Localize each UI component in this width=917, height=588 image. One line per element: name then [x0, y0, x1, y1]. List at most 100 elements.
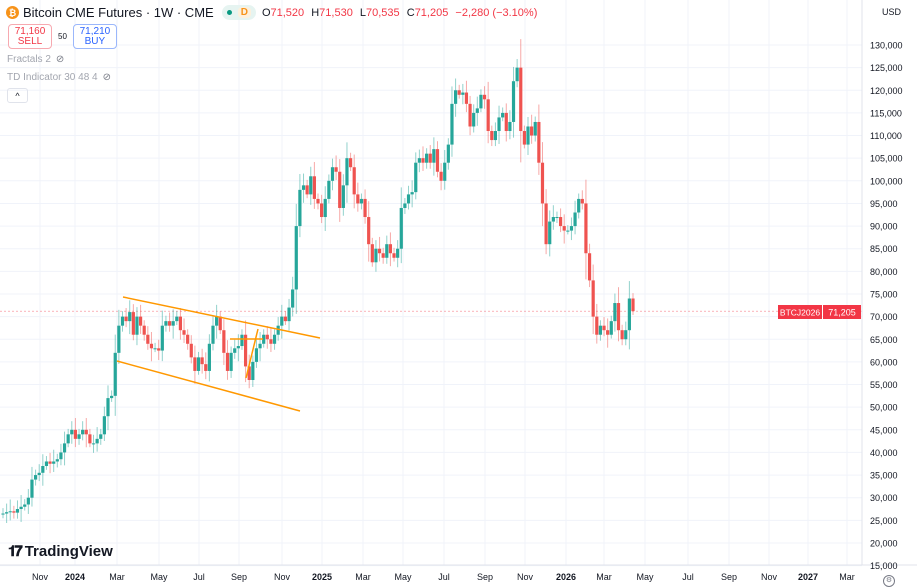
candle-body — [370, 244, 374, 263]
time-tick: Mar — [596, 572, 612, 582]
candle-body — [540, 162, 545, 204]
candle-body — [178, 316, 183, 331]
candle-body — [110, 395, 114, 399]
candle-body — [533, 121, 537, 136]
currency-label[interactable]: USD — [881, 7, 901, 17]
candle-body — [294, 226, 298, 290]
candle-body — [555, 217, 559, 219]
candle-body — [406, 194, 411, 204]
candle-body — [41, 466, 45, 473]
indicator-label: TD Indicator 30 48 4 — [7, 72, 98, 83]
candle-body — [218, 316, 222, 331]
brand-name: TradingView — [24, 543, 113, 560]
axis-settings-icon[interactable]: ⚙ — [883, 575, 895, 587]
candle-body — [493, 131, 498, 141]
candle-body — [425, 153, 429, 163]
price-tick: 120,000 — [870, 86, 903, 96]
candle-body — [153, 348, 157, 350]
candle-body — [519, 67, 523, 132]
candle-body — [280, 316, 284, 326]
candle-body — [403, 203, 407, 208]
candle-body — [251, 361, 255, 380]
candle-body — [254, 348, 259, 362]
price-tick: 60,000 — [870, 357, 898, 367]
buy-label: BUY — [84, 35, 106, 47]
price-tick: 110,000 — [870, 131, 902, 141]
candle-body — [472, 112, 476, 127]
candle-body — [33, 475, 38, 480]
candle-body — [1, 513, 5, 515]
candle-body — [37, 472, 41, 476]
price-tick: 40,000 — [870, 448, 898, 458]
price-tick: 25,000 — [870, 516, 898, 526]
high-value: 71,530 — [319, 6, 353, 19]
candle-body — [258, 343, 262, 349]
candle-body — [479, 94, 483, 109]
channel-upper-line[interactable] — [122, 296, 321, 339]
buy-button[interactable]: 71,210 BUY — [72, 24, 117, 49]
candle-body — [138, 316, 143, 326]
candle-body — [569, 226, 574, 231]
candle-body — [432, 149, 436, 163]
price-tick: 65,000 — [870, 335, 898, 345]
candle-body — [316, 198, 320, 204]
open-value: 71,520 — [270, 6, 305, 19]
eye-hidden-icon[interactable]: ⊘ — [55, 54, 65, 65]
candle-body — [26, 497, 30, 505]
price-tick: 105,000 — [870, 154, 903, 164]
high-label: H — [311, 6, 320, 19]
candle-body — [135, 316, 139, 335]
candle-body — [490, 131, 494, 141]
candle-body — [482, 94, 487, 100]
market-open-dot-icon — [226, 10, 232, 15]
candle-body — [631, 298, 635, 312]
candle-body — [124, 316, 128, 322]
candle-body — [577, 198, 581, 213]
candle-body — [189, 343, 193, 358]
sell-button[interactable]: 71,160 SELL — [8, 24, 52, 49]
candle-body — [587, 253, 592, 281]
candle-body — [131, 312, 135, 335]
candle-body — [236, 346, 240, 349]
candle-body — [291, 289, 295, 308]
candle-body — [204, 364, 208, 371]
price-tick: 85,000 — [870, 244, 898, 254]
candle-body — [175, 316, 179, 322]
indicator-fractals[interactable]: Fractals 2 ⊘ — [7, 54, 64, 65]
symbol-title[interactable]: Bitcoin CME Futures · 1W · CME — [23, 5, 214, 20]
price-tick: 125,000 — [870, 63, 903, 73]
collapse-legend-button[interactable]: ^ — [7, 88, 28, 103]
candle-body — [287, 307, 291, 322]
candle-body — [128, 312, 132, 322]
candle-body — [309, 176, 313, 195]
time-tick: Mar — [355, 572, 371, 582]
chevron-up-icon: ^ — [15, 91, 20, 101]
tradingview-logo[interactable]: 𝟏𝟕 TradingView — [8, 543, 113, 560]
channel-lower-line[interactable] — [116, 360, 301, 412]
candle-body — [225, 352, 230, 371]
eye-hidden-icon[interactable]: ⊘ — [102, 72, 111, 83]
candle-body — [613, 303, 617, 322]
candle-body — [70, 429, 74, 435]
channel-drawing[interactable] — [116, 296, 321, 412]
indicator-td[interactable]: TD Indicator 30 48 4 ⊘ — [7, 72, 111, 83]
candle-body — [193, 357, 197, 371]
price-tick: 20,000 — [870, 538, 898, 548]
price-axis[interactable]: 130,000 125,000 120,000 115,000 110,000 105,0… — [870, 41, 903, 572]
candle-body — [52, 461, 56, 464]
ohlc-values: O71,520 H71,530 L70,535 C71,205 −2,280 (… — [262, 7, 541, 19]
trend-segment[interactable] — [245, 328, 259, 379]
candle-body — [620, 330, 624, 340]
spread-value: 50 — [58, 32, 67, 41]
market-status-badge[interactable]: D — [221, 5, 256, 20]
candle-body — [73, 429, 78, 439]
candle-body — [348, 158, 353, 168]
candle-body — [44, 461, 49, 467]
candle-body — [77, 434, 81, 439]
delayed-badge: D — [237, 7, 251, 18]
time-axis[interactable]: Nov 2024 Mar May Jul Sep Nov 2025 Mar May Jul Sep No… — [32, 572, 855, 582]
candle-body — [48, 461, 52, 464]
low-label: L — [359, 6, 367, 19]
candle-body — [240, 334, 244, 347]
